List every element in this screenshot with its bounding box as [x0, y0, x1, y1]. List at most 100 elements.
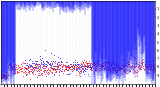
Point [60, 65, 63, 67]
Point [71, 62, 74, 63]
Point [18, 69, 20, 71]
Point [1, 73, 4, 74]
Point [89, 66, 91, 67]
Point [102, 65, 105, 66]
Point [123, 59, 126, 60]
Point [105, 66, 108, 67]
Point [77, 70, 79, 71]
Point [14, 63, 16, 65]
Point [143, 68, 145, 70]
Point [26, 68, 29, 69]
Point [68, 67, 70, 68]
Point [25, 64, 28, 66]
Point [46, 61, 49, 63]
Point [33, 69, 35, 70]
Point [53, 54, 56, 56]
Point [48, 63, 51, 64]
Point [99, 64, 102, 66]
Point [28, 70, 31, 71]
Point [79, 70, 81, 72]
Point [120, 72, 122, 74]
Point [71, 69, 73, 70]
Point [55, 68, 57, 70]
Point [35, 60, 37, 61]
Point [0, 77, 3, 79]
Point [151, 70, 153, 71]
Point [68, 72, 71, 74]
Point [29, 66, 32, 67]
Point [45, 65, 47, 66]
Point [43, 71, 45, 73]
Point [69, 66, 72, 68]
Point [110, 63, 112, 64]
Point [81, 67, 84, 68]
Point [59, 64, 62, 66]
Point [22, 72, 24, 73]
Point [85, 65, 87, 67]
Point [31, 71, 34, 72]
Point [53, 60, 56, 62]
Point [103, 68, 106, 69]
Point [69, 66, 72, 68]
Point [40, 73, 43, 75]
Point [83, 69, 86, 71]
Point [44, 75, 47, 77]
Point [55, 68, 57, 69]
Point [29, 64, 32, 66]
Point [6, 76, 8, 78]
Point [42, 68, 44, 69]
Point [83, 65, 85, 67]
Point [31, 62, 34, 63]
Point [0, 76, 3, 77]
Point [18, 66, 20, 67]
Point [40, 58, 43, 59]
Point [82, 61, 84, 62]
Point [42, 64, 44, 66]
Point [104, 69, 107, 70]
Point [80, 65, 83, 67]
Point [54, 66, 56, 67]
Point [22, 75, 24, 77]
Point [17, 65, 19, 66]
Point [73, 60, 76, 61]
Point [72, 65, 75, 67]
Point [112, 66, 115, 68]
Point [71, 68, 73, 70]
Point [23, 69, 26, 70]
Point [9, 64, 11, 66]
Point [68, 74, 70, 75]
Point [44, 65, 47, 67]
Point [12, 66, 14, 67]
Point [84, 66, 87, 67]
Point [125, 64, 128, 66]
Point [128, 63, 131, 64]
Point [33, 60, 36, 62]
Point [81, 64, 84, 65]
Point [43, 67, 46, 68]
Point [149, 68, 152, 70]
Point [56, 68, 59, 69]
Point [52, 68, 55, 70]
Point [51, 64, 54, 65]
Point [34, 65, 36, 66]
Point [86, 73, 89, 74]
Point [23, 63, 25, 64]
Point [67, 66, 70, 67]
Point [35, 68, 38, 69]
Point [148, 64, 150, 65]
Point [86, 63, 88, 65]
Point [116, 70, 118, 71]
Point [76, 61, 78, 62]
Point [56, 56, 59, 58]
Point [99, 63, 101, 64]
Point [44, 71, 47, 72]
Point [101, 65, 103, 67]
Point [138, 64, 141, 66]
Point [20, 64, 22, 65]
Point [75, 65, 78, 66]
Point [151, 64, 153, 65]
Point [37, 63, 40, 65]
Point [86, 62, 88, 64]
Point [63, 64, 65, 66]
Point [64, 64, 67, 66]
